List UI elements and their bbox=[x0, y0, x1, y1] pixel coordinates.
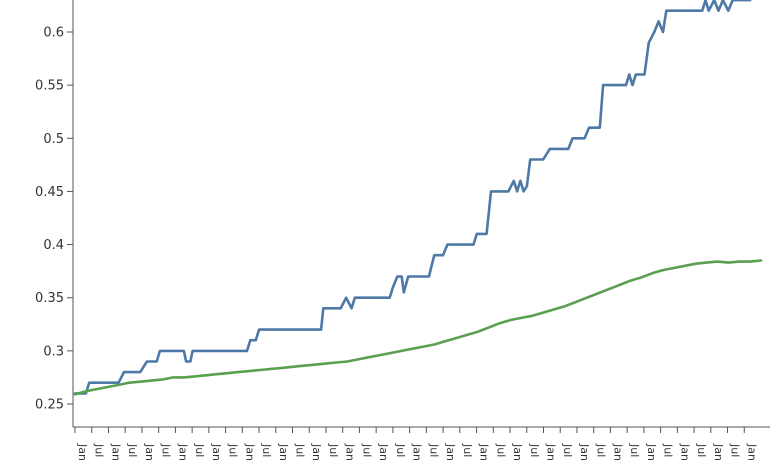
x-tick-label: Jan bbox=[411, 443, 424, 461]
x-tick-label: Jul bbox=[126, 443, 139, 457]
x-tick-label: Jul bbox=[360, 443, 373, 457]
x-tick-label: Jul bbox=[729, 443, 742, 457]
x-tick-label: Jul bbox=[294, 443, 307, 457]
y-tick-label: 0.5 bbox=[43, 132, 64, 147]
x-tick-label: Jan bbox=[243, 443, 256, 461]
x-tick-label: Jan bbox=[678, 443, 691, 461]
y-tick-label: 0.6 bbox=[43, 26, 64, 41]
x-tick-label: Jan bbox=[176, 443, 189, 461]
x-tick-label: Jul bbox=[93, 443, 106, 457]
x-tick-label: Jan bbox=[712, 443, 725, 461]
x-tick-label: Jan bbox=[344, 443, 357, 461]
x-tick-label: Jan bbox=[76, 443, 89, 461]
x-tick-label: Jan bbox=[143, 443, 156, 461]
x-tick-label: Jan bbox=[210, 443, 223, 461]
x-tick-label: Jan bbox=[277, 443, 290, 461]
x-tick-label: Jul bbox=[260, 443, 273, 457]
x-tick-label: Jan bbox=[544, 443, 557, 461]
x-tick-label: Jul bbox=[160, 443, 173, 457]
x-tick-label: Jul bbox=[227, 443, 240, 457]
x-tick-label: Jul bbox=[461, 443, 474, 457]
x-tick-label: Jan bbox=[511, 443, 524, 461]
x-tick-label: Jul bbox=[695, 443, 708, 457]
x-tick-label: Jul bbox=[662, 443, 675, 457]
y-tick-label: 0.4 bbox=[43, 238, 64, 253]
series-1-line bbox=[73, 0, 752, 395]
y-tick-label: 0.35 bbox=[35, 291, 64, 306]
x-tick-label: Jul bbox=[628, 443, 641, 457]
x-tick-label: Jul bbox=[427, 443, 440, 457]
x-tick-label: Jan bbox=[377, 443, 390, 461]
x-tick-label: Jul bbox=[561, 443, 574, 457]
y-tick-label: 0.45 bbox=[35, 185, 64, 200]
x-tick-label: Jul bbox=[327, 443, 340, 457]
x-tick-label: Jul bbox=[528, 443, 541, 457]
x-tick-label: Jul bbox=[193, 443, 206, 457]
x-tick-label: Jan bbox=[578, 443, 591, 461]
x-tick-label: Jan bbox=[745, 443, 758, 461]
x-tick-label: Jul bbox=[494, 443, 507, 457]
x-tick-label: Jan bbox=[611, 443, 624, 461]
x-tick-label: Jan bbox=[109, 443, 122, 461]
x-axis: Jan Jul Jan Jul Jan Jul Jan Jul Jan Jul Jan Jul Jan J… bbox=[73, 426, 770, 461]
series-layer bbox=[73, 0, 763, 396]
y-tick-label: 0.3 bbox=[43, 344, 64, 359]
x-tick-label: Jul bbox=[394, 443, 407, 457]
y-axis: 0.25 0.3 0.35 0.4 0.45 0.5 0.55 0.6 bbox=[35, 0, 74, 427]
series-2-line bbox=[73, 259, 763, 396]
x-tick-label: Jan bbox=[444, 443, 457, 461]
x-tick-label: Jan bbox=[645, 443, 658, 461]
x-tick-label: Jul bbox=[595, 443, 608, 457]
y-tick-label: 0.25 bbox=[35, 398, 64, 413]
y-tick-label: 0.55 bbox=[35, 79, 64, 94]
x-tick-label: Jan bbox=[310, 443, 323, 461]
x-tick-label: Jan bbox=[478, 443, 491, 461]
